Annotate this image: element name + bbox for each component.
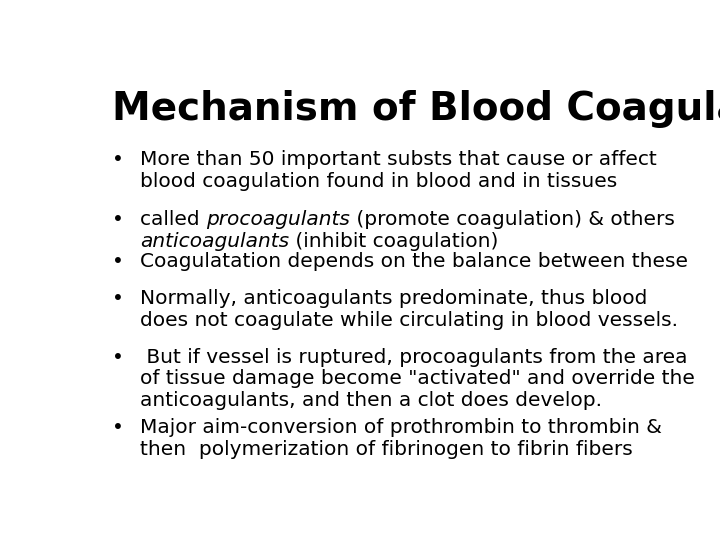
Text: (inhibit coagulation): (inhibit coagulation)	[289, 232, 499, 251]
Text: does not coagulate while circulating in blood vessels.: does not coagulate while circulating in …	[140, 311, 678, 330]
Text: anticoagulants, and then a clot does develop.: anticoagulants, and then a clot does dev…	[140, 391, 602, 410]
Text: •: •	[112, 150, 124, 169]
Text: (promote coagulation) & others: (promote coagulation) & others	[350, 210, 675, 230]
Text: More than 50 important substs that cause or affect: More than 50 important substs that cause…	[140, 150, 657, 169]
Text: But if vessel is ruptured, procoagulants from the area: But if vessel is ruptured, procoagulants…	[140, 348, 688, 367]
Text: •: •	[112, 418, 124, 437]
Text: of tissue damage become "activated" and override the: of tissue damage become "activated" and …	[140, 369, 695, 388]
Text: Major aim-conversion of prothrombin to thrombin &: Major aim-conversion of prothrombin to t…	[140, 418, 662, 437]
Text: then  polymerization of fibrinogen to fibrin fibers: then polymerization of fibrinogen to fib…	[140, 440, 633, 459]
Text: called: called	[140, 210, 206, 230]
Text: anticoagulants: anticoagulants	[140, 232, 289, 251]
Text: •: •	[112, 289, 124, 308]
Text: procoagulants: procoagulants	[206, 210, 350, 230]
Text: Mechanism of Blood Coagulation: Mechanism of Blood Coagulation	[112, 90, 720, 128]
Text: •: •	[112, 210, 124, 230]
Text: Coagulatation depends on the balance between these: Coagulatation depends on the balance bet…	[140, 252, 688, 271]
Text: Normally, anticoagulants predominate, thus blood: Normally, anticoagulants predominate, th…	[140, 289, 647, 308]
Text: blood coagulation found in blood and in tissues: blood coagulation found in blood and in …	[140, 172, 618, 191]
Text: •: •	[112, 252, 124, 271]
Text: •: •	[112, 348, 124, 367]
